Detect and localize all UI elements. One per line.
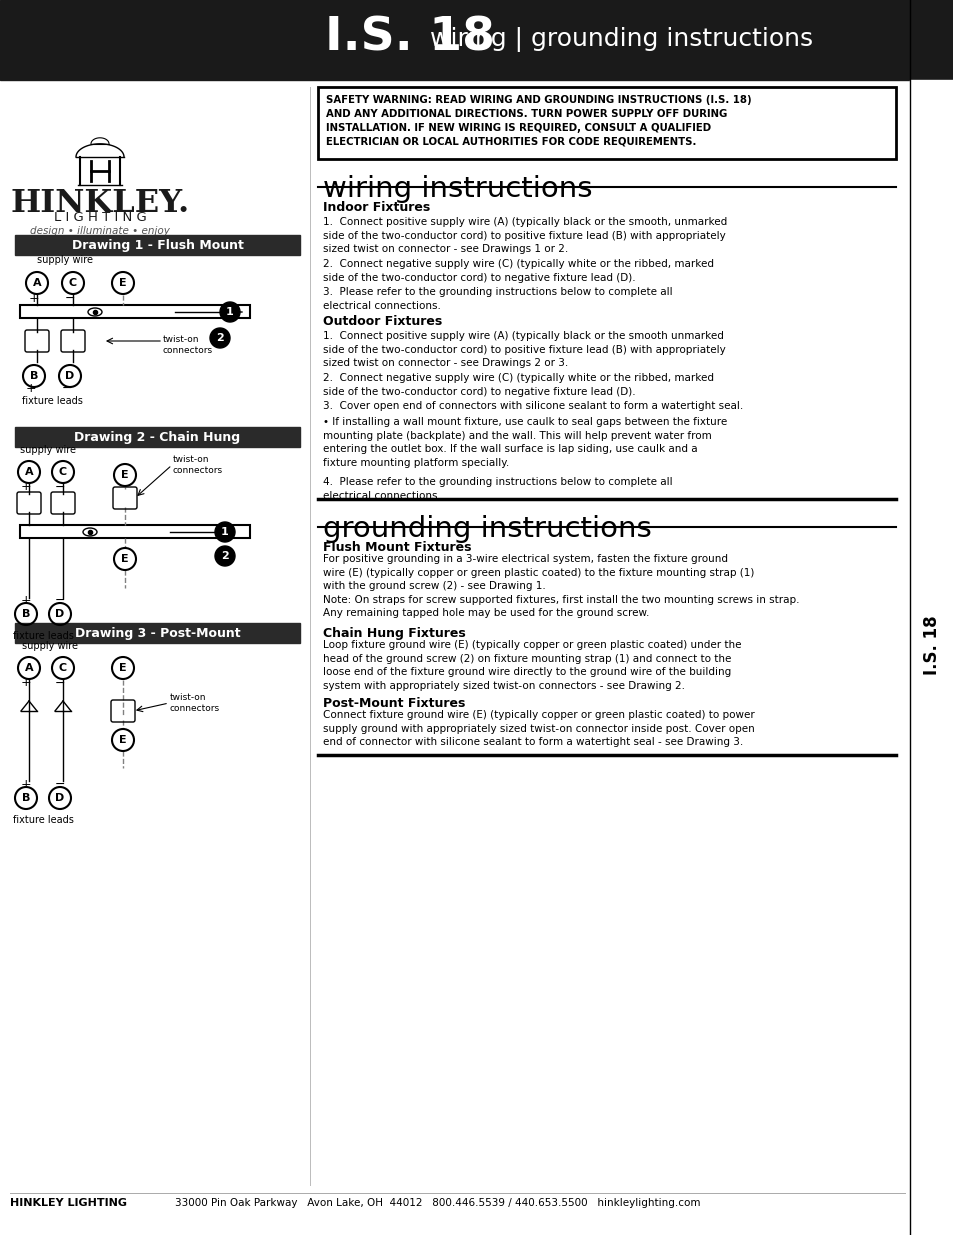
Text: wiring instructions: wiring instructions <box>323 175 592 203</box>
Text: A: A <box>32 278 41 288</box>
Text: 1: 1 <box>221 527 229 537</box>
Text: 33000 Pin Oak Parkway   Avon Lake, OH  44012   800.446.5539 / 440.653.5500   hin: 33000 Pin Oak Parkway Avon Lake, OH 4401… <box>174 1198 700 1208</box>
Text: 3.  Cover open end of connectors with silicone sealant to form a watertight seal: 3. Cover open end of connectors with sil… <box>323 401 742 411</box>
Text: HINKLEY LIGHTING: HINKLEY LIGHTING <box>10 1198 127 1208</box>
Text: A: A <box>25 467 33 477</box>
Text: I.S. 18: I.S. 18 <box>923 615 940 674</box>
Text: D: D <box>55 793 65 803</box>
Text: fixture leads: fixture leads <box>22 396 82 406</box>
Text: Post-Mount Fixtures: Post-Mount Fixtures <box>323 697 465 710</box>
Circle shape <box>220 303 240 322</box>
Text: supply wire: supply wire <box>22 641 78 651</box>
Text: 4.  Please refer to the grounding instructions below to complete all
electrical : 4. Please refer to the grounding instruc… <box>323 477 672 500</box>
Text: B: B <box>30 370 38 382</box>
Text: Outdoor Fixtures: Outdoor Fixtures <box>323 315 442 329</box>
Text: wiring | grounding instructions: wiring | grounding instructions <box>430 27 812 53</box>
Text: C: C <box>59 663 67 673</box>
Text: 2.  Connect negative supply wire (C) (typically white or the ribbed, marked
side: 2. Connect negative supply wire (C) (typ… <box>323 259 713 283</box>
Text: design • illuminate • enjoy: design • illuminate • enjoy <box>30 226 170 236</box>
Text: +: + <box>21 594 31 606</box>
Text: −: − <box>54 480 65 494</box>
Text: fixture leads: fixture leads <box>12 631 73 641</box>
Bar <box>0 0 909 80</box>
Text: 2: 2 <box>216 333 224 343</box>
Bar <box>317 86 895 159</box>
Circle shape <box>214 522 234 542</box>
Circle shape <box>214 546 234 566</box>
Text: Flush Mount Fixtures: Flush Mount Fixtures <box>323 541 471 555</box>
Text: HINKLEY.: HINKLEY. <box>10 188 190 219</box>
Text: SAFETY WARNING: READ WIRING AND GROUNDING INSTRUCTIONS (I.S. 18)
AND ANY ADDITIO: SAFETY WARNING: READ WIRING AND GROUNDIN… <box>326 95 751 147</box>
Text: D: D <box>55 609 65 619</box>
Text: For positive grounding in a 3-wire electrical system, fasten the fixture ground
: For positive grounding in a 3-wire elect… <box>323 555 799 619</box>
Text: supply wire: supply wire <box>20 445 76 454</box>
Text: twist-on
connectors: twist-on connectors <box>170 693 220 713</box>
Text: C: C <box>59 467 67 477</box>
Text: E: E <box>119 735 127 745</box>
Text: E: E <box>121 555 129 564</box>
Bar <box>909 80 953 1235</box>
Circle shape <box>210 329 230 348</box>
Text: Drawing 3 - Post-Mount: Drawing 3 - Post-Mount <box>74 626 240 640</box>
Text: +: + <box>26 382 36 394</box>
Text: Connect fixture ground wire (E) (typically copper or green plastic coated) to po: Connect fixture ground wire (E) (typical… <box>323 710 754 747</box>
Text: Drawing 2 - Chain Hung: Drawing 2 - Chain Hung <box>74 431 240 443</box>
Text: 2.  Connect negative supply wire (C) (typically white or the ribbed, marked
side: 2. Connect negative supply wire (C) (typ… <box>323 373 713 396</box>
Text: −: − <box>54 677 65 689</box>
Text: grounding instructions: grounding instructions <box>323 515 651 543</box>
Bar <box>15 235 299 254</box>
Text: 1: 1 <box>226 308 233 317</box>
Bar <box>909 0 953 80</box>
Text: +: + <box>21 778 31 790</box>
Text: fixture leads: fixture leads <box>12 815 73 825</box>
Text: −: − <box>65 291 75 305</box>
Text: L I G H T I N G: L I G H T I N G <box>53 211 146 224</box>
Bar <box>15 427 299 447</box>
Text: Loop fixture ground wire (E) (typically copper or green plastic coated) under th: Loop fixture ground wire (E) (typically … <box>323 640 740 690</box>
Text: −: − <box>54 778 65 790</box>
Text: C: C <box>69 278 77 288</box>
Text: A: A <box>25 663 33 673</box>
Text: Chain Hung Fixtures: Chain Hung Fixtures <box>323 627 465 640</box>
Text: E: E <box>119 278 127 288</box>
Bar <box>15 622 299 643</box>
Text: Drawing 1 - Flush Mount: Drawing 1 - Flush Mount <box>71 238 243 252</box>
Text: −: − <box>62 382 72 394</box>
Text: E: E <box>119 663 127 673</box>
Bar <box>20 305 250 317</box>
Text: +: + <box>21 480 31 494</box>
Bar <box>20 525 250 538</box>
Text: B: B <box>22 793 30 803</box>
Text: +: + <box>29 291 39 305</box>
Text: supply wire: supply wire <box>37 254 92 266</box>
Text: 1.  Connect positive supply wire (A) (typically black or the smooth unmarked
sid: 1. Connect positive supply wire (A) (typ… <box>323 331 725 368</box>
Text: 3.  Please refer to the grounding instructions below to complete all
electrical : 3. Please refer to the grounding instruc… <box>323 287 672 310</box>
Text: • If installing a wall mount fixture, use caulk to seal gaps between the fixture: • If installing a wall mount fixture, us… <box>323 417 726 468</box>
Text: twist-on
connectors: twist-on connectors <box>172 454 223 475</box>
Text: 1.  Connect positive supply wire (A) (typically black or the smooth, unmarked
si: 1. Connect positive supply wire (A) (typ… <box>323 217 726 254</box>
Text: +: + <box>21 677 31 689</box>
Text: D: D <box>66 370 74 382</box>
Text: I.S. 18: I.S. 18 <box>325 16 495 61</box>
Text: 2: 2 <box>221 551 229 561</box>
Text: twist-on
connectors: twist-on connectors <box>163 335 213 354</box>
Text: Indoor Fixtures: Indoor Fixtures <box>323 201 430 214</box>
Text: B: B <box>22 609 30 619</box>
Text: E: E <box>121 471 129 480</box>
Text: −: − <box>54 594 65 606</box>
